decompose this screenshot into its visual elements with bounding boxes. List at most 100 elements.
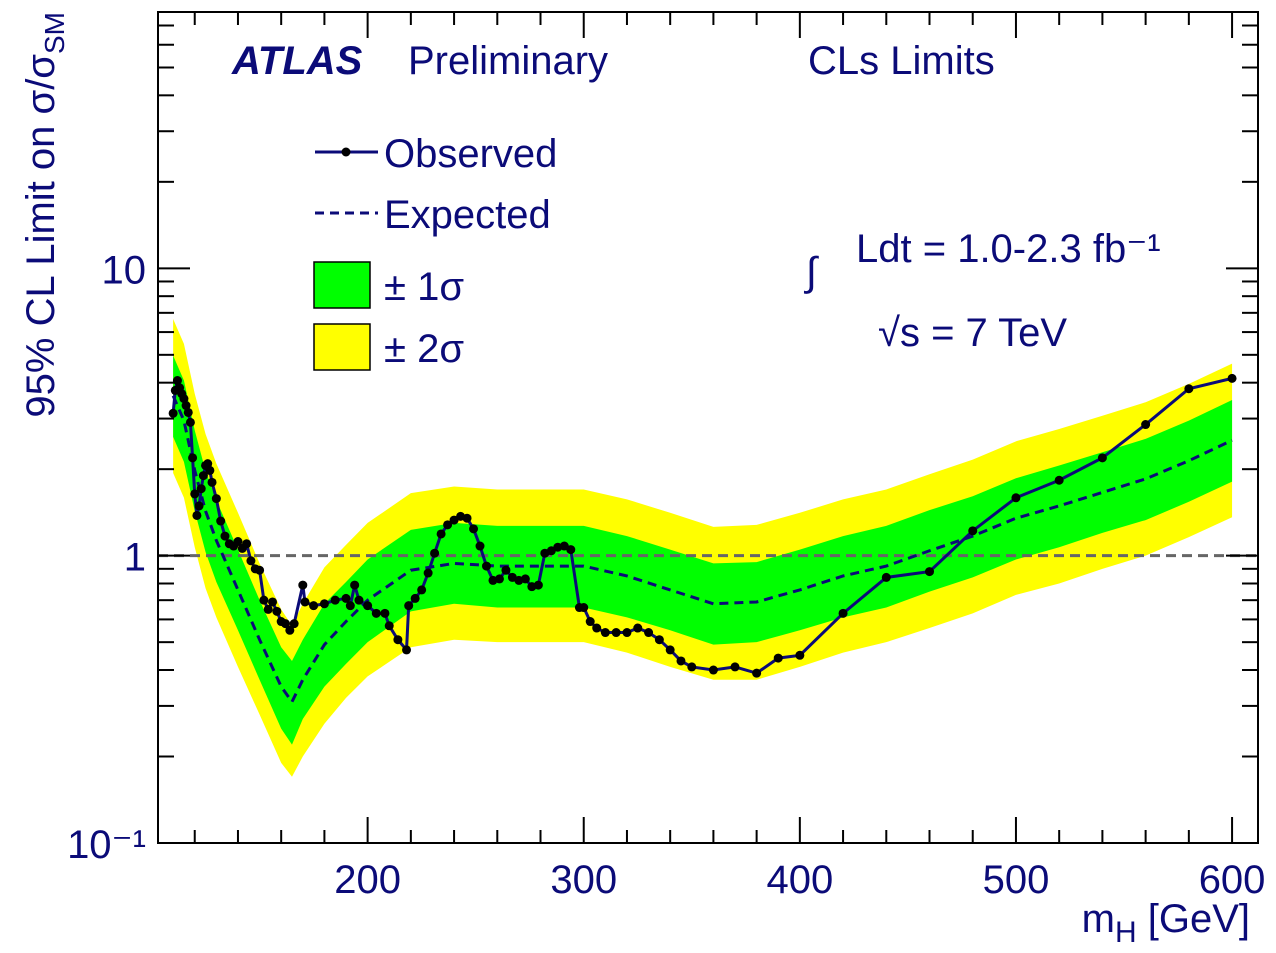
data-point: [341, 593, 351, 603]
data-point: [644, 628, 654, 638]
data-point: [259, 595, 269, 605]
data-point: [687, 662, 697, 672]
data-point: [494, 574, 504, 584]
data-point: [404, 601, 414, 611]
data-point: [622, 628, 632, 638]
y-tick-label: 10⁻¹: [67, 823, 146, 867]
data-point: [469, 524, 479, 534]
data-point: [443, 520, 453, 530]
legend-label: Expected: [384, 193, 551, 237]
data-point: [676, 656, 686, 666]
data-point: [579, 603, 589, 613]
legend-swatch: [313, 261, 371, 309]
data-point: [207, 477, 217, 487]
data-point: [233, 537, 243, 547]
data-point: [350, 580, 360, 590]
data-point: [481, 561, 491, 571]
data-point: [371, 608, 381, 618]
data-point: [181, 401, 191, 411]
data-point: [363, 601, 373, 611]
data-point: [566, 545, 576, 555]
data-point: [263, 604, 273, 614]
data-point: [216, 516, 226, 526]
data-point: [188, 453, 198, 463]
data-point: [1184, 384, 1194, 394]
data-point: [475, 541, 485, 551]
data-point: [354, 595, 364, 605]
data-point: [172, 376, 182, 386]
data-point: [309, 601, 319, 611]
data-point: [881, 572, 891, 582]
integral-sign: ∫: [804, 250, 820, 294]
x-tick-label: 500: [983, 858, 1050, 902]
legend-marker: [341, 147, 351, 157]
data-point: [211, 494, 221, 504]
data-point: [633, 623, 643, 633]
x-tick-label: 200: [334, 858, 401, 902]
plot-area: 200 300 400 500 600 10⁻¹ 1 10 Observed Expected ± …: [67, 11, 1265, 902]
x-label-part: m: [1082, 897, 1115, 941]
data-point: [246, 556, 256, 566]
data-point: [185, 417, 195, 427]
data-point: [298, 580, 308, 590]
data-point: [585, 617, 595, 627]
data-point: [300, 597, 310, 607]
data-point: [285, 625, 295, 635]
band: [173, 355, 1233, 745]
data-point: [1054, 475, 1064, 485]
data-point: [190, 489, 200, 499]
legend-swatch: [313, 323, 371, 371]
data-point: [220, 531, 230, 541]
data-point: [520, 574, 530, 584]
x-axis-label: mH [GeV]: [1082, 897, 1250, 949]
data-point: [268, 597, 278, 607]
data-point: [430, 548, 440, 558]
band: [173, 319, 1233, 777]
data-point: [194, 501, 204, 511]
y-tick-label: 10: [102, 248, 147, 292]
legend-label: Observed: [384, 132, 557, 176]
data-point: [592, 623, 602, 633]
data-point: [168, 408, 178, 418]
luminosity-label: Ldt = 1.0-2.3 fb⁻¹: [856, 227, 1161, 271]
method-label: CLs Limits: [808, 39, 995, 83]
data-point: [752, 668, 762, 678]
data-point: [380, 608, 390, 618]
data-point: [423, 568, 433, 578]
data-point: [1227, 373, 1237, 383]
data-point: [255, 565, 265, 575]
data-point: [708, 665, 718, 675]
data-point: [183, 407, 193, 417]
data-point: [600, 628, 610, 638]
data-point: [289, 619, 299, 629]
data-point: [179, 394, 189, 404]
data-point: [242, 539, 252, 549]
data-point: [319, 599, 329, 609]
plot-frame: [157, 11, 1259, 844]
data-point: [417, 585, 427, 595]
data-point: [205, 465, 215, 475]
legend-label: ± 1σ: [384, 265, 464, 309]
data-point: [665, 645, 675, 655]
data-point: [1097, 453, 1107, 463]
data-point: [384, 621, 394, 631]
x-tick-label: 400: [766, 858, 833, 902]
y-label-sub: SM: [39, 12, 70, 54]
x-label-part: [GeV]: [1137, 897, 1250, 941]
y-tick-label: 1: [124, 536, 146, 580]
status-label: Preliminary: [408, 39, 608, 83]
data-point: [272, 606, 282, 616]
y-axis-label: 95% CL Limit on σ/σSM: [19, 12, 70, 418]
data-point: [730, 662, 740, 672]
data-point: [533, 580, 543, 590]
data-point: [611, 628, 621, 638]
x-tick-label: 300: [550, 858, 617, 902]
data-point: [196, 484, 206, 494]
data-point: [281, 619, 291, 629]
data-point: [410, 593, 420, 603]
experiment-label: ATLAS: [231, 39, 363, 83]
x-label-sub: H: [1115, 916, 1137, 949]
data-point: [838, 608, 848, 618]
data-point: [1141, 420, 1151, 430]
